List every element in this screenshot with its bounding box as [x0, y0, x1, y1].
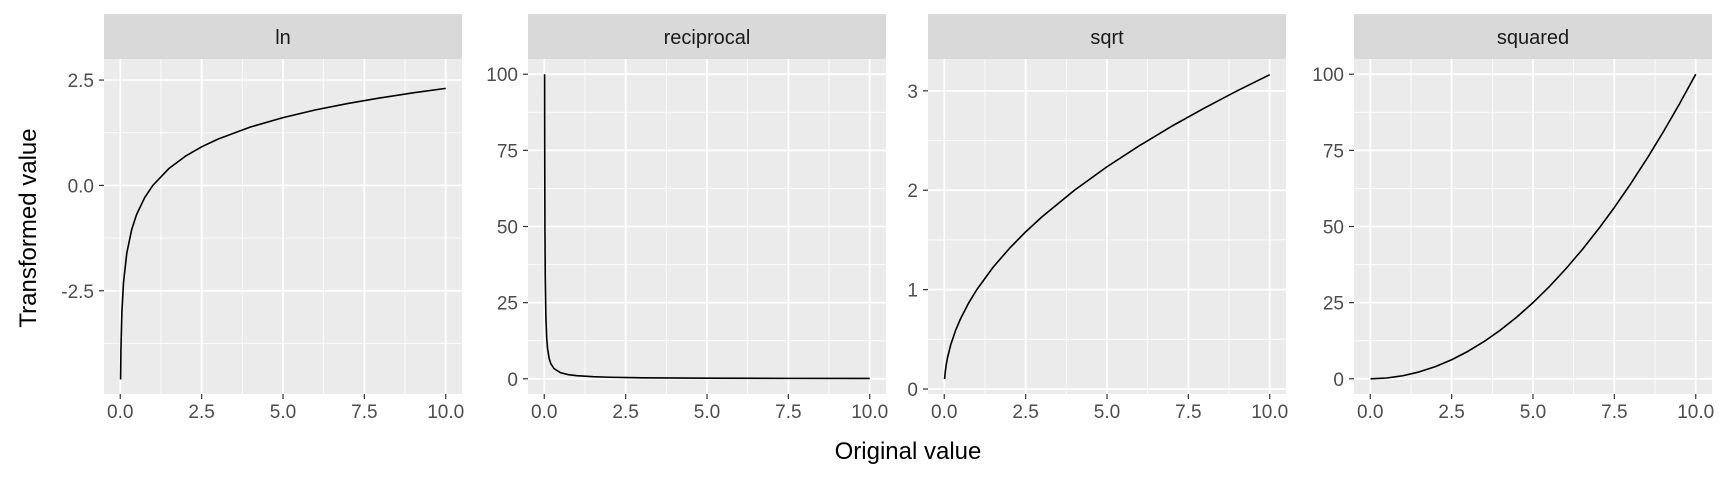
facet-label: ln — [275, 27, 291, 49]
y-tick-label: 75 — [497, 141, 518, 162]
x-tick-label: 5.0 — [1094, 402, 1120, 423]
y-axis-title: Transformed value — [15, 128, 42, 327]
x-tick-label: 10.0 — [1251, 402, 1288, 423]
y-tick-label: 25 — [1323, 294, 1344, 315]
x-axis-title: Original value — [835, 438, 982, 465]
x-tick-label: 7.5 — [351, 402, 377, 423]
y-tick-label: 0 — [507, 370, 518, 391]
panel-ln: ln 0.0 2.5 5.0 7.5 10.0 -2.5 0.0 2.5 — [61, 14, 464, 423]
gridlines — [928, 59, 1286, 394]
x-tick-label: 7.5 — [775, 402, 801, 423]
x-tick-label: 10.0 — [1677, 402, 1714, 423]
y-tick-label: 2.5 — [68, 71, 94, 92]
x-tick-label: 2.5 — [188, 402, 214, 423]
gridlines — [1354, 59, 1712, 394]
y-tick-label: 100 — [486, 65, 518, 86]
x-tick-label: 0.0 — [107, 402, 133, 423]
y-tick-label: 50 — [497, 218, 518, 239]
x-tick-label: 5.0 — [270, 402, 296, 423]
x-tick-label: 7.5 — [1601, 402, 1627, 423]
facet-strip — [1354, 14, 1712, 59]
x-tick-label: 5.0 — [694, 402, 720, 423]
x-tick-label: 2.5 — [612, 402, 638, 423]
facet-strip — [104, 14, 462, 59]
x-tick-label: 10.0 — [851, 402, 888, 423]
gridlines — [104, 59, 462, 394]
panel-reciprocal: reciprocal 0.0 2.5 5.0 7.5 10.0 0 25 50 75 100 — [486, 14, 888, 423]
y-tick-label: 0 — [907, 380, 918, 401]
x-tick-label: 10.0 — [427, 402, 464, 423]
y-tick-label: 2 — [907, 181, 918, 202]
facet-label: reciprocal — [664, 27, 751, 49]
x-tick-label: 0.0 — [931, 402, 957, 423]
y-tick-label: 50 — [1323, 218, 1344, 239]
x-tick-label: 2.5 — [1012, 402, 1038, 423]
series-line — [943, 73, 1271, 380]
y-tick-label: 0.0 — [68, 176, 94, 197]
x-tick-label: 2.5 — [1438, 402, 1464, 423]
series-line — [119, 87, 446, 380]
facet-strip — [528, 14, 886, 59]
facet-label: sqrt — [1090, 27, 1124, 49]
y-tick-label: -2.5 — [61, 282, 94, 303]
panel-squared: squared 0.0 2.5 5.0 7.5 10.0 0 25 50 75 100 — [1312, 14, 1714, 423]
x-tick-label: 7.5 — [1175, 402, 1201, 423]
y-tick-label: 100 — [1312, 65, 1344, 86]
panel-sqrt: sqrt 0.0 2.5 5.0 7.5 10.0 0 1 2 3 — [907, 14, 1288, 423]
y-tick-label: 25 — [497, 294, 518, 315]
y-tick-label: 75 — [1323, 141, 1344, 162]
x-tick-label: 0.0 — [1357, 402, 1383, 423]
y-tick-label: 0 — [1333, 370, 1344, 391]
panels: ln0.0 2.5 5.0 7.5 10.0-2.50.02.5reciprocal0.… — [61, 14, 1714, 423]
x-tick-label: 5.0 — [1520, 402, 1546, 423]
x-tick-label: 0.0 — [531, 402, 557, 423]
y-tick-label: 1 — [907, 281, 918, 302]
facet-label: squared — [1497, 27, 1569, 49]
y-tick-label: 3 — [907, 82, 918, 103]
facet-strip — [928, 14, 1286, 59]
series-line — [1370, 73, 1697, 380]
series-line — [543, 74, 870, 380]
